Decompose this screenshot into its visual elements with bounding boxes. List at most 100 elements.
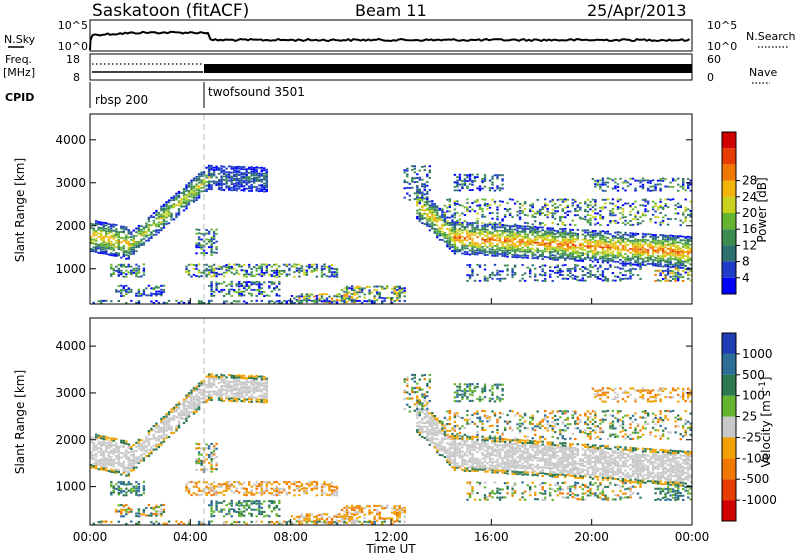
power-cell [468,274,472,277]
power-cell [403,295,406,298]
power-cell [210,281,213,284]
power-cell [669,238,672,241]
power-cell [569,238,572,241]
power-cell [466,251,469,254]
power-cell [564,212,567,214]
power-cell [621,274,625,277]
power-cell [513,252,517,255]
power-cell [207,273,211,276]
power-cell [343,297,346,299]
power-cell [92,249,95,251]
power-cell [155,211,158,214]
power-cell [661,272,665,274]
power-cell [534,241,537,244]
power-cell [584,210,587,212]
power-cell [629,251,632,254]
power-cell [579,216,582,219]
power-cell [491,238,494,241]
nsky-trace [89,30,690,51]
power-cell [338,299,341,302]
power-cell [669,253,672,256]
power-cell [456,185,459,188]
power-cell [172,199,176,201]
power-cell [426,209,429,212]
power-cell [278,288,281,291]
power-cell [107,253,110,256]
power-cell [531,231,534,234]
power-cell [551,280,554,282]
power-cell [498,187,502,189]
velocity-cell [453,434,457,437]
power-cell [483,244,487,247]
power-cell [207,174,211,177]
power-cell [228,290,231,293]
power-cell [634,234,637,237]
power-cell [290,301,294,304]
power-cell [167,199,171,202]
power-cell [636,179,640,182]
power-cell [453,202,457,205]
power-cell [619,254,622,257]
velocity-cell [105,438,108,441]
power-cell [689,263,692,266]
power-cell [225,182,228,185]
velocity-cell [195,399,198,402]
velocity-cell [110,437,113,440]
power-cell [112,247,115,249]
power-cell [626,249,630,252]
power-cell [468,173,472,176]
velocity-cell [248,387,251,390]
power-cell [596,245,600,248]
power-cell [466,176,469,179]
power-cell [599,255,602,258]
power-cell [436,213,439,216]
power-cell [258,265,261,268]
power-cell [511,248,514,250]
power-cell [458,236,462,239]
power-cell [145,230,148,233]
velocity-cell [238,376,241,379]
velocity-cell [438,453,442,456]
power-cell [426,202,429,204]
power-cell [140,234,143,237]
power-cell [220,171,223,174]
power-cell [147,234,151,237]
velocity-cell [155,439,158,442]
power-cell [654,269,657,272]
velocity-cell [207,383,211,386]
power-cell [222,281,226,284]
power-cell [541,238,544,240]
velocity-cell [140,445,143,448]
power-cell [584,218,587,221]
power-cell [506,273,509,276]
power-cell [498,221,502,224]
power-cell [210,188,213,191]
power-cell [265,294,268,297]
power-cell [446,243,449,246]
power-cell [197,185,201,188]
power-cell [308,267,311,270]
power-cell [589,250,592,253]
power-cell [664,244,667,246]
power-cell [348,299,351,302]
power-cell [604,268,607,270]
power-cell [546,246,549,248]
velocity-cell [117,459,120,462]
power-cell [559,219,562,222]
power-cell [190,183,193,186]
velocity-cell [441,432,444,435]
power-cell [426,224,429,227]
power-cell [318,300,321,302]
power-cell [192,189,196,192]
velocity-cell [167,419,171,422]
power-cell [288,269,291,272]
velocity-cell [260,379,263,382]
power-cell [207,265,211,268]
power-cell [248,285,251,288]
power-cell [687,253,690,256]
power-cell [320,267,324,270]
power-cell [669,280,672,282]
power-cell [350,287,354,290]
power-cell [659,259,662,262]
power-cell [541,264,544,267]
